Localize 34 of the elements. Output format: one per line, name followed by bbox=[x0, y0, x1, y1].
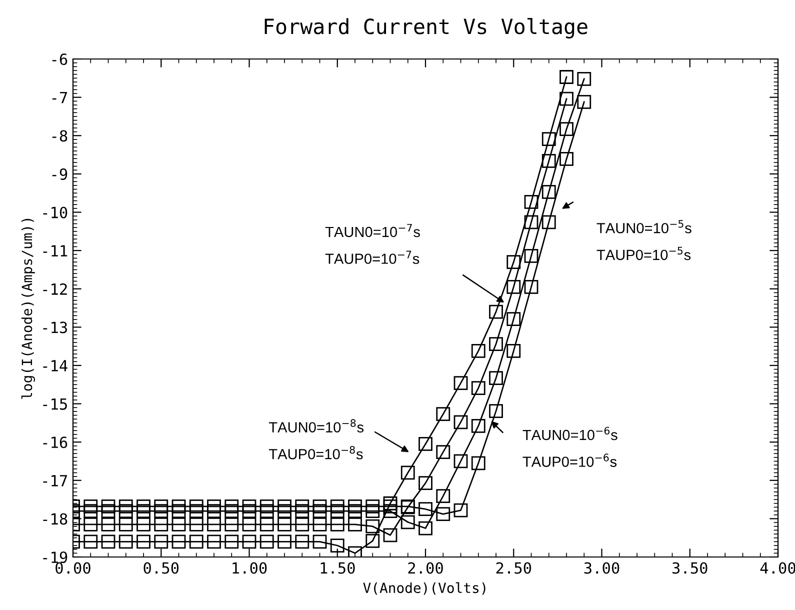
x-tick-label: 2.00 bbox=[408, 562, 443, 574]
annotation: TAUN0=10$^{−8}$s bbox=[268, 419, 364, 432]
x-tick-label: 0.00 bbox=[56, 562, 90, 574]
y-tick-label: -6 bbox=[52, 54, 68, 66]
x-tick-label: 4.00 bbox=[760, 562, 795, 574]
y-tick-label: -13 bbox=[43, 322, 67, 334]
annotation: TAUP0=10$^{−5}$s bbox=[596, 246, 691, 260]
annotation: TAUP0=10$^{−7}$s bbox=[325, 250, 420, 264]
y-tick-label: -9 bbox=[52, 168, 68, 180]
x-tick-label: 1.50 bbox=[320, 562, 355, 574]
x-tick-label: 3.00 bbox=[584, 562, 620, 574]
y-axis-title: log(I(Anode)(Amps/um)) bbox=[21, 218, 35, 399]
y-tick-label: -8 bbox=[52, 130, 68, 142]
y-tick-label: -15 bbox=[43, 398, 67, 410]
annotation: TAUN0=10$^{−7}$s bbox=[325, 224, 420, 238]
chart-title: Forward Current Vs Voltage bbox=[264, 18, 588, 38]
x-axis-title: V(Anode)(Volts) bbox=[363, 582, 486, 595]
x-tick-label: 3.50 bbox=[672, 562, 708, 574]
x-tick-label: 2.50 bbox=[496, 562, 532, 574]
y-tick-label: -10 bbox=[43, 206, 68, 218]
annotation: TAUN0=10$^{−5}$s bbox=[596, 220, 692, 234]
y-tick-label: -16 bbox=[43, 436, 68, 448]
y-tick-label: -19 bbox=[43, 552, 68, 564]
x-tick-label: 1.00 bbox=[232, 562, 267, 574]
y-tick-label: -12 bbox=[43, 283, 67, 295]
annotation: TAUN0=10$^{−6}$s bbox=[522, 426, 618, 440]
y-tick-label: -7 bbox=[52, 92, 67, 104]
annotation: TAUP0=10$^{−8}$s bbox=[268, 446, 363, 460]
y-tick-label: -14 bbox=[43, 360, 68, 372]
y-tick-label: -11 bbox=[43, 245, 68, 256]
annotation: TAUP0=10$^{−6}$s bbox=[522, 454, 617, 467]
y-tick-label: -18 bbox=[43, 513, 68, 525]
x-tick-label: 0.50 bbox=[144, 562, 179, 574]
y-tick-label: -17 bbox=[43, 475, 67, 486]
